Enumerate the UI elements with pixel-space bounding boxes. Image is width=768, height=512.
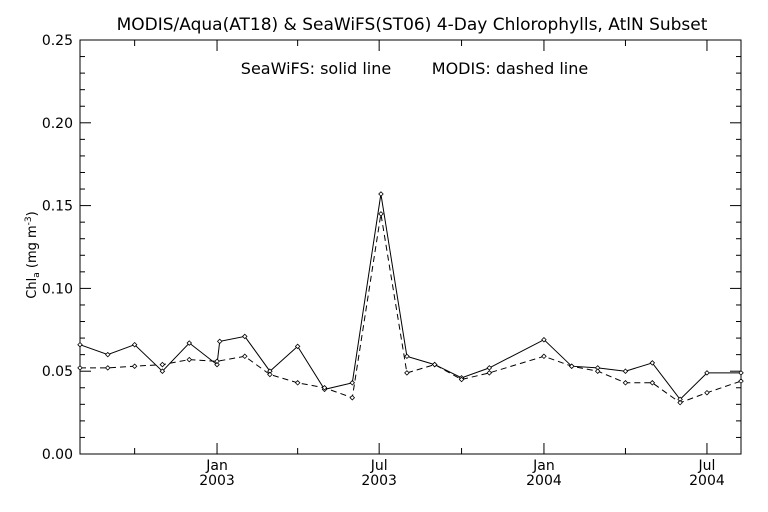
x-tick-label-month: Jul xyxy=(370,458,388,474)
modis-point xyxy=(267,371,273,378)
chart-title: MODIS/Aqua(AT18) & SeaWiFS(ST06) 4-Day C… xyxy=(117,15,708,35)
seawifs-point xyxy=(622,368,629,374)
modis-point xyxy=(349,394,356,401)
modis-point xyxy=(649,380,656,386)
y-axis-label-unit: (mg m xyxy=(25,225,40,272)
modis-point xyxy=(594,368,601,374)
seawifs-point xyxy=(541,336,547,343)
seawifs-point xyxy=(242,333,248,340)
seawifs-point xyxy=(404,353,410,360)
modis-point xyxy=(541,353,547,360)
modis-point xyxy=(568,363,575,369)
x-tick-label-month: Jan xyxy=(532,458,555,474)
seawifs-point xyxy=(704,370,710,376)
modis-point xyxy=(77,365,83,371)
seawifs-point xyxy=(486,365,493,371)
y-axis-label: Chla (mg m-3) xyxy=(24,211,42,298)
modis-point xyxy=(458,376,465,383)
x-tick-label-month: Jan xyxy=(205,458,228,474)
y-axis-label-subscript: a xyxy=(32,272,42,278)
modis-line xyxy=(80,213,742,404)
x-tick-label-year: 2003 xyxy=(361,473,397,489)
y-tick-label: 0.10 xyxy=(42,281,73,297)
y-tick-label: 0.00 xyxy=(42,447,73,463)
modis-point xyxy=(378,211,384,217)
y-axis-label-superscript: -3 xyxy=(24,216,34,225)
modis-point xyxy=(214,358,220,365)
seawifs-point xyxy=(131,341,138,348)
seawifs-point xyxy=(214,361,220,368)
modis-point xyxy=(404,370,410,376)
y-axis-label-main: Chl xyxy=(25,278,40,299)
modis-point xyxy=(186,356,193,363)
modis-point xyxy=(677,399,683,406)
modis-point xyxy=(622,380,629,386)
modis-point xyxy=(294,380,301,386)
svg-text:Chla (mg m-3): Chla (mg m-3) xyxy=(24,211,42,298)
modis-series xyxy=(77,211,744,406)
seawifs-point xyxy=(159,368,166,374)
modis-legend-note: MODIS: dashed line xyxy=(432,59,588,78)
modis-point xyxy=(704,389,710,396)
modis-point xyxy=(242,353,248,360)
modis-point xyxy=(431,361,438,368)
seawifs-point xyxy=(349,380,356,386)
seawifs-point xyxy=(186,340,193,346)
y-axis-label-close: ) xyxy=(25,211,40,216)
modis-point xyxy=(738,378,744,384)
seawifs-point xyxy=(294,343,301,350)
modis-point xyxy=(104,365,111,371)
seawifs-point xyxy=(104,351,111,358)
x-tick-label-year: 2003 xyxy=(199,473,235,489)
y-tick-label: 0.20 xyxy=(42,116,73,132)
seawifs-point xyxy=(216,338,223,345)
y-tick-label: 0.25 xyxy=(42,33,73,49)
seawifs-legend-note: SeaWiFS: solid line xyxy=(241,59,391,78)
modis-point xyxy=(486,370,493,376)
seawifs-point xyxy=(378,191,384,197)
seawifs-line xyxy=(79,193,741,401)
x-tick-label-year: 2004 xyxy=(526,473,562,489)
seawifs-point xyxy=(738,370,744,376)
y-tick-label: 0.15 xyxy=(42,199,73,215)
seawifs-point xyxy=(77,341,83,348)
plot-frame xyxy=(79,39,742,455)
modis-point xyxy=(321,384,328,391)
x-tick-label-year: 2004 xyxy=(689,473,725,489)
y-tick-label: 0.05 xyxy=(42,364,73,380)
y-axis: 0.00 0.05 0.10 0.15 0.20 0.25 xyxy=(42,33,741,463)
seawifs-series xyxy=(77,191,744,403)
series-layer xyxy=(77,191,744,406)
x-tick-label-month: Jul xyxy=(698,458,716,474)
seawifs-point xyxy=(649,360,656,366)
modis-point xyxy=(159,361,166,368)
modis-point xyxy=(131,363,138,369)
